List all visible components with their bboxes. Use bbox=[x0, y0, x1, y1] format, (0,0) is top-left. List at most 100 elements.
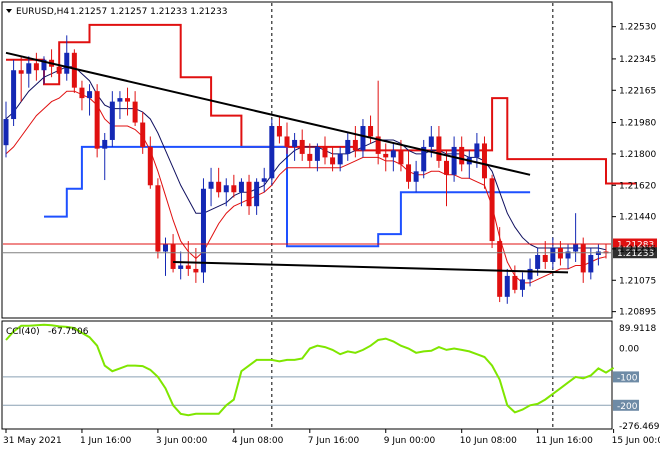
candle-body bbox=[64, 52, 70, 74]
candle bbox=[193, 248, 199, 283]
candle bbox=[322, 136, 328, 165]
candle-body bbox=[406, 164, 412, 182]
candle bbox=[261, 167, 267, 193]
upper-trendline bbox=[5, 51, 531, 176]
candle-body bbox=[231, 185, 237, 193]
candle bbox=[451, 136, 457, 182]
price-tag-label: 1.21283 bbox=[617, 241, 654, 251]
candle bbox=[595, 244, 601, 266]
candle-body bbox=[360, 126, 366, 151]
candle bbox=[542, 241, 548, 269]
x-tick-label: 15 Jun 00:00 bbox=[612, 436, 660, 446]
cci-header: CCI(40) -67.7506 bbox=[6, 327, 89, 337]
candle bbox=[178, 251, 184, 280]
candle-body bbox=[436, 136, 442, 161]
cci-pane-frame bbox=[1, 320, 613, 430]
cci-line bbox=[5, 323, 615, 417]
candle-body bbox=[595, 251, 601, 255]
x-tick-label: 4 Jun 08:00 bbox=[232, 436, 284, 446]
candle-body bbox=[497, 241, 503, 297]
candle-body bbox=[117, 98, 123, 102]
lower-trendline bbox=[173, 260, 569, 274]
candle bbox=[11, 59, 17, 127]
candle bbox=[216, 167, 222, 198]
fast-moving-average bbox=[5, 66, 607, 251]
candle bbox=[444, 150, 450, 207]
x-tick-label: 1 Jun 16:00 bbox=[80, 436, 132, 446]
vertical-markers bbox=[271, 3, 554, 428]
cci-tick-label: -276.4695 bbox=[619, 422, 660, 432]
candle-body bbox=[162, 244, 168, 252]
candle-body bbox=[481, 143, 487, 179]
candle bbox=[314, 143, 320, 172]
candle bbox=[18, 56, 24, 102]
cci-pane-grid bbox=[3, 376, 611, 406]
candle bbox=[512, 265, 518, 294]
candle bbox=[390, 143, 396, 172]
candle-body bbox=[444, 160, 450, 175]
candle-body bbox=[557, 248, 563, 259]
y-tick-label: 1.22345 bbox=[619, 55, 656, 65]
candle bbox=[352, 126, 358, 158]
main-pane-frame bbox=[1, 1, 613, 319]
price-tag-label: 1.21233 bbox=[617, 249, 654, 259]
candle-body bbox=[41, 59, 47, 71]
candle-body bbox=[535, 254, 541, 269]
candle-body bbox=[26, 63, 32, 74]
y-tick-label: 1.22530 bbox=[619, 23, 656, 33]
chart-symbol: EURUSD,H4 bbox=[16, 7, 69, 17]
candle bbox=[406, 150, 412, 189]
candle bbox=[565, 244, 571, 269]
candle-body bbox=[512, 275, 518, 290]
candle bbox=[170, 234, 176, 273]
candle bbox=[185, 241, 191, 276]
candle bbox=[71, 49, 77, 93]
candle bbox=[162, 237, 168, 276]
candle bbox=[368, 115, 374, 144]
candle-body bbox=[368, 126, 374, 137]
y-tick-label: 1.21620 bbox=[619, 181, 656, 191]
candle bbox=[208, 167, 214, 207]
candle bbox=[573, 213, 579, 262]
candle-body bbox=[519, 279, 525, 290]
candle-body bbox=[185, 265, 191, 269]
candle-body bbox=[292, 139, 298, 147]
candle bbox=[87, 84, 93, 116]
price-tag-box bbox=[613, 247, 657, 259]
candle bbox=[550, 237, 556, 269]
candle bbox=[269, 119, 275, 186]
collapse-triangle-icon[interactable] bbox=[6, 9, 12, 13]
candle-body bbox=[102, 139, 108, 149]
candle-body bbox=[459, 146, 465, 165]
price-axis: 1.22530 1.22345 1.22165 1.21980 1.21800 1.216… bbox=[612, 23, 656, 318]
y-tick-label: 1.21255 bbox=[619, 245, 656, 255]
slow-moving-average bbox=[5, 90, 607, 284]
cci-level-tag: -100 bbox=[613, 371, 639, 383]
candle-body bbox=[94, 91, 100, 149]
price-tag-box bbox=[613, 238, 657, 250]
candle bbox=[557, 241, 563, 266]
cci-level-tag: -200 bbox=[613, 399, 639, 412]
candle-body bbox=[314, 146, 320, 161]
candle-body bbox=[269, 126, 275, 179]
candle-body bbox=[573, 244, 579, 252]
candle bbox=[330, 146, 336, 172]
candle-body bbox=[3, 119, 9, 146]
candle bbox=[436, 126, 442, 168]
y-tick-label: 1.22165 bbox=[619, 86, 656, 96]
y-tick-label: 1.21800 bbox=[619, 150, 656, 160]
candle-body bbox=[383, 153, 389, 158]
candle bbox=[109, 91, 115, 147]
candle bbox=[360, 119, 366, 158]
candle-body bbox=[527, 268, 533, 280]
candle-body bbox=[307, 153, 313, 161]
candle bbox=[383, 143, 389, 172]
candle-body bbox=[200, 188, 206, 273]
candle bbox=[238, 178, 244, 207]
candle-body bbox=[345, 139, 351, 154]
x-tick-label: 31 May 2021 bbox=[3, 436, 62, 446]
chart-ohlc: 1.21257 1.21257 1.21233 1.21233 bbox=[70, 7, 227, 17]
cci-level-tag-box bbox=[613, 399, 639, 411]
candle bbox=[223, 178, 229, 207]
candle-body bbox=[428, 136, 434, 147]
